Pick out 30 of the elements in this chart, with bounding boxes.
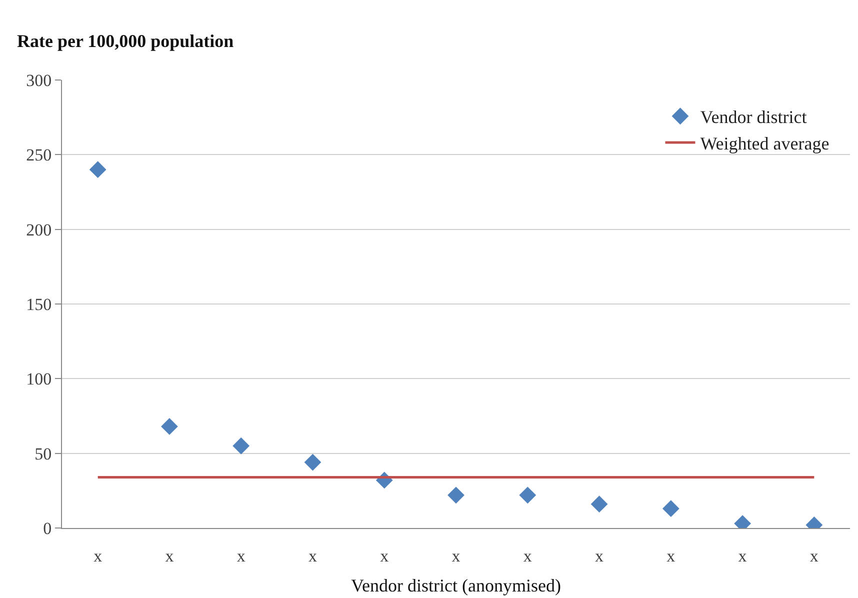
legend-label: Weighted average (700, 134, 830, 154)
point (519, 486, 536, 504)
x-tick-label: x (666, 546, 676, 566)
x-tick-label: x (380, 546, 390, 566)
x-tick-label: x (236, 546, 246, 566)
x-tick-label: x (523, 546, 532, 566)
point (448, 486, 464, 504)
x-tick-label: x (595, 546, 604, 566)
y-tick-label: 200 (26, 220, 52, 240)
point (590, 496, 608, 513)
y-axis-title: Rate per 100,000 population (17, 31, 234, 51)
x-tick-label: x (165, 546, 174, 566)
point (89, 161, 106, 178)
y-tick-label: 250 (26, 146, 52, 165)
y-tick-label: 300 (26, 70, 52, 90)
point (662, 500, 680, 518)
point (161, 418, 178, 435)
x-axis-title: Vendor district (anonymised) (351, 576, 561, 596)
y-tick-label: 150 (26, 294, 52, 314)
x-tick-label: x (738, 546, 748, 566)
legend-label: Vendor district (700, 107, 807, 128)
x-tick-label: x (94, 546, 103, 566)
x-tick-label: x (452, 546, 461, 566)
x-tick-label: x (308, 546, 318, 566)
y-tick-label: 50 (34, 444, 52, 464)
point (304, 454, 322, 471)
point (232, 437, 250, 454)
y-tick-label: 0 (43, 518, 52, 538)
y-tick-label: 100 (26, 370, 52, 389)
x-tick-label: x (810, 546, 819, 566)
